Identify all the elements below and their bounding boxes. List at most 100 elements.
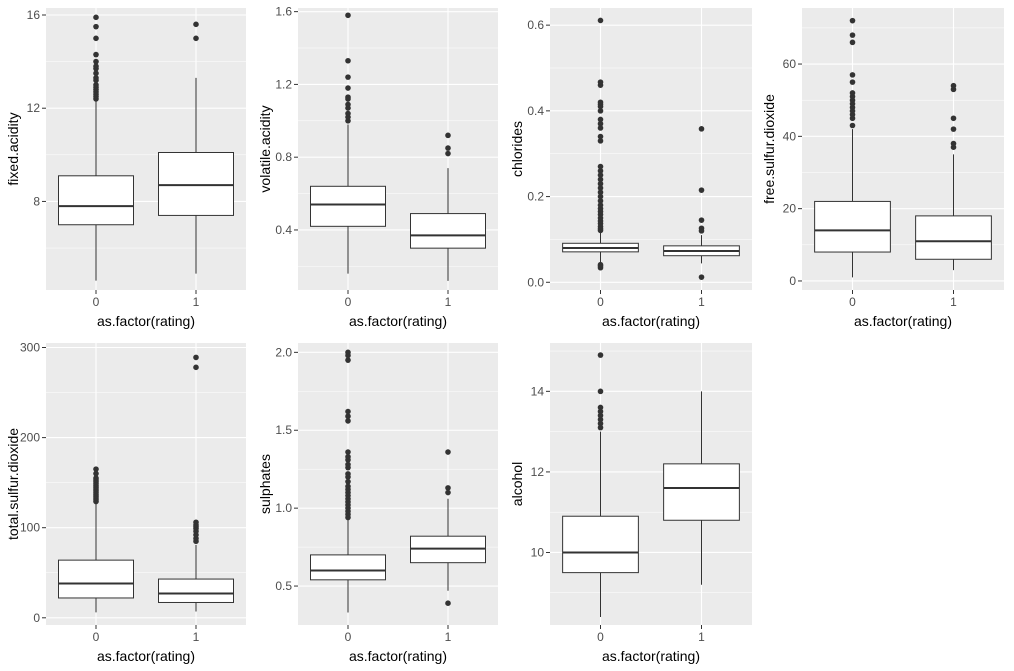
box-iqr xyxy=(310,554,386,581)
y-tick-label: 1.2 xyxy=(275,77,292,91)
box-group-1 xyxy=(410,132,486,281)
box-iqr xyxy=(814,200,891,253)
outlier-point xyxy=(597,412,604,419)
outlier-point xyxy=(849,72,856,78)
box-group-0 xyxy=(814,17,891,278)
x-axis-title: as.factor(rating) xyxy=(602,313,700,329)
x-axis-title: as.factor(rating) xyxy=(854,313,952,329)
outlier-point xyxy=(345,449,351,455)
y-tick-label: 16 xyxy=(27,8,41,22)
outlier-point xyxy=(345,85,351,91)
y-tick-label: 40 xyxy=(783,129,797,143)
x-tick-label: 1 xyxy=(445,630,452,644)
outlier-point xyxy=(345,349,351,356)
x-axis-title: as.factor(rating) xyxy=(602,648,700,664)
x-axis-title: as.factor(rating) xyxy=(349,648,447,664)
box-iqr xyxy=(58,559,134,599)
box-iqr xyxy=(410,213,486,249)
x-tick-label: 1 xyxy=(698,295,705,309)
outlier-point xyxy=(849,79,856,85)
box-group-1 xyxy=(410,449,486,606)
x-tick-label: 1 xyxy=(193,630,200,644)
outlier-point xyxy=(597,198,604,204)
outlier-point xyxy=(849,122,856,129)
panel-fixed-acidity: 8 12 16 0 1 as.factor(rating) fixed.acidity xyxy=(5,8,246,329)
y-tick-label: 1.0 xyxy=(275,501,292,515)
outlier-point xyxy=(597,138,604,144)
outlier-point xyxy=(445,489,451,496)
y-tick-label: 0 xyxy=(33,611,40,625)
y-tick-label: 60 xyxy=(783,57,797,71)
outlier-point xyxy=(93,14,99,21)
outlier-point xyxy=(193,21,199,28)
outlier-point xyxy=(445,600,451,606)
outlier-point xyxy=(345,478,351,485)
outlier-point xyxy=(597,17,604,24)
y-tick-label: 10 xyxy=(531,545,545,559)
outlier-point xyxy=(93,470,99,477)
outlier-point xyxy=(345,461,351,468)
outlier-point xyxy=(193,354,199,361)
outlier-point xyxy=(193,364,199,371)
x-tick-label: 0 xyxy=(93,630,100,644)
outlier-point xyxy=(698,187,705,193)
outlier-point xyxy=(849,32,856,38)
outlier-point xyxy=(345,471,351,477)
outlier-point xyxy=(698,274,705,280)
outlier-point xyxy=(93,475,99,481)
x-tick-label: 1 xyxy=(445,295,452,309)
outlier-point xyxy=(950,126,957,132)
y-tick-label: 2.0 xyxy=(275,345,292,359)
y-tick-label: 300 xyxy=(20,341,40,355)
outlier-point xyxy=(597,125,604,131)
box-group-1 xyxy=(915,82,992,271)
outlier-point xyxy=(93,82,99,88)
panel-total-sulfur-dioxide: 0 100 200 300 0 1 as.factor(rating) total.sulfu… xyxy=(5,341,246,664)
outlier-point xyxy=(93,23,99,30)
y-tick-label: 0.2 xyxy=(527,190,544,204)
x-tick-label: 0 xyxy=(345,295,352,309)
outlier-point xyxy=(597,116,604,123)
box-iqr xyxy=(915,215,992,260)
y-axis-title: volatile.acidity xyxy=(257,105,273,192)
box-iqr xyxy=(58,175,134,226)
x-tick-label: 1 xyxy=(950,295,957,309)
y-axis-title: fixed.acidity xyxy=(5,112,21,185)
panel-chlorides: 0.0 0.2 0.4 0.6 0 1 as.factor(rating) chlorides xyxy=(509,8,752,329)
y-tick-label: 0 xyxy=(789,274,796,288)
outlier-point xyxy=(597,176,604,183)
outlier-point xyxy=(597,120,604,127)
x-tick-label: 1 xyxy=(193,295,200,309)
outlier-point xyxy=(849,17,856,24)
box-group-0 xyxy=(562,17,639,271)
outlier-point xyxy=(345,418,351,424)
x-axis-title: as.factor(rating) xyxy=(349,313,447,329)
y-tick-label: 0.8 xyxy=(275,150,292,164)
outlier-point xyxy=(597,79,604,85)
outlier-point xyxy=(597,163,604,170)
outlier-point xyxy=(193,519,199,526)
outlier-point xyxy=(698,225,705,232)
outlier-point xyxy=(597,189,604,196)
outlier-point xyxy=(597,133,604,140)
outlier-point xyxy=(597,108,604,114)
y-tick-label: 0.4 xyxy=(275,223,292,237)
outlier-point xyxy=(698,217,705,223)
y-tick-label: 20 xyxy=(783,202,797,216)
box-iqr xyxy=(562,515,639,574)
y-tick-label: 12 xyxy=(531,465,545,479)
outlier-point xyxy=(445,449,451,455)
outlier-point xyxy=(597,261,604,268)
y-tick-label: 8 xyxy=(33,194,40,208)
outlier-point xyxy=(950,115,957,122)
outlier-point xyxy=(345,413,351,420)
panel-free-sulfur-dioxide: 0 20 40 60 0 1 as.factor(rating) free.sulfur.di… xyxy=(761,8,1004,329)
outlier-point xyxy=(849,90,856,96)
outlier-point xyxy=(93,466,99,472)
outlier-point xyxy=(93,51,99,58)
outlier-point xyxy=(597,99,604,106)
box-group-0 xyxy=(310,349,386,613)
outlier-point xyxy=(597,424,604,431)
outlier-point xyxy=(445,485,451,491)
outlier-point xyxy=(597,388,604,395)
